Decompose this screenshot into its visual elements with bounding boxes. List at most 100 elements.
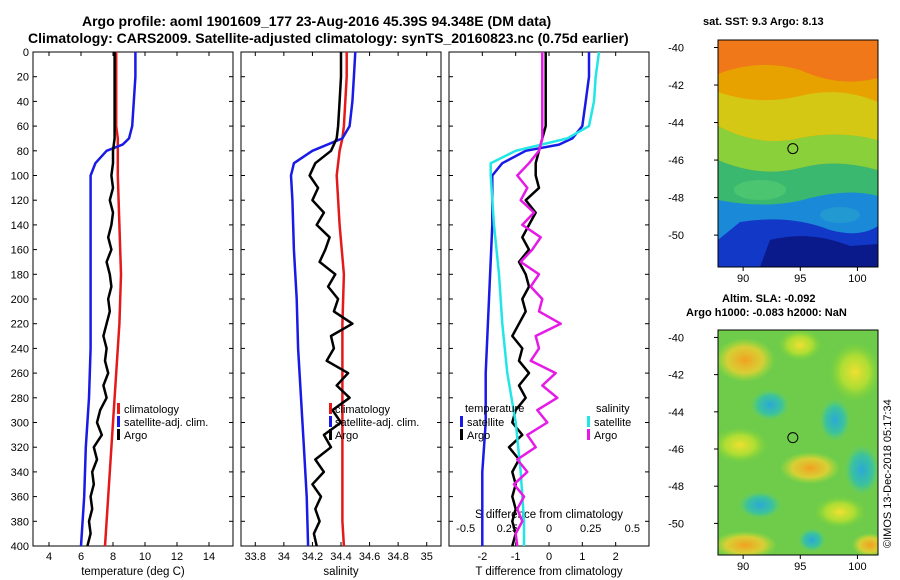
legend-title-temperature: temperature	[465, 403, 524, 415]
sst-map-frame	[717, 39, 879, 268]
sla-blob	[829, 342, 878, 402]
legend-swatch-sal-argo	[587, 429, 590, 440]
x-axis-label-top: S difference from climatology	[475, 509, 623, 521]
legend-swatch-sal-satellite	[587, 416, 590, 427]
sla-map-subtitle: Argo h1000: -0.083 h2000: NaN	[686, 307, 847, 319]
x-tick-label: 34.8	[387, 551, 408, 563]
legend-label-sal-argo: Argo	[594, 430, 617, 442]
legend-label-temp-satellite: satellite	[467, 417, 504, 429]
temperature-panel: 0 20 40 60 80 100 120 140 160 180 200 220 240 260 280 3…	[11, 47, 234, 578]
sst-map-panel: sat. SST: 9.3 Argo: 8.13 -40 -42 -44 -46 -48…	[668, 16, 879, 285]
y-tick-label: 140	[11, 220, 29, 232]
plot-frame	[240, 51, 442, 547]
y-tick-label: 300	[11, 418, 29, 430]
x-tick-label: 34.2	[302, 551, 323, 563]
legend-swatch-temp-argo	[460, 429, 463, 440]
y-tick-label: 260	[11, 368, 29, 380]
y-tick-label: 360	[11, 492, 29, 504]
map-x-tick-label: 90	[737, 561, 749, 573]
y-tick-label: 60	[17, 121, 29, 133]
difference-panel: -2 -1 0 1 2 T difference from climatology S di…	[448, 51, 650, 578]
series-line-argo	[86, 52, 116, 547]
y-tick-label: 20	[17, 72, 29, 84]
legend-label-climatology: climatology	[124, 404, 180, 416]
x-tick-label: 12	[171, 551, 183, 563]
legend-swatch-temp-satellite	[460, 416, 463, 427]
map-x-tick-label: 90	[737, 273, 749, 285]
legend-label-satellite: satellite-adj. clim.	[124, 417, 208, 429]
sst-patch	[734, 180, 786, 200]
sla-map-title: Altim. SLA: -0.092	[722, 293, 816, 305]
sla-blob	[819, 398, 851, 442]
map-y-tick-label: -46	[668, 155, 684, 167]
imos-timestamp: ©IMOS 13-Dec-2018 05:17:34	[882, 399, 894, 548]
legend-title-salinity: salinity	[596, 403, 630, 415]
y-tick-label: 120	[11, 195, 29, 207]
figure-title-line2: Climatology: CARS2009. Satellite-adjuste…	[28, 30, 629, 46]
x-tick-label: 33.8	[245, 551, 266, 563]
sst-zone-yellow	[718, 92, 878, 142]
map-y-tick-label: -48	[668, 193, 684, 205]
y-tick-label: 380	[11, 516, 29, 528]
plot-frame	[448, 51, 650, 547]
legend-swatch-climatology	[329, 403, 332, 414]
legend-label-argo: Argo	[335, 430, 358, 442]
sst-map-field	[718, 40, 878, 267]
map-y-tick-label: -44	[668, 118, 684, 130]
sla-blob	[750, 389, 790, 421]
sla-blob	[778, 330, 822, 361]
y-tick-label: 160	[11, 245, 29, 257]
series-line-climatology	[335, 52, 348, 547]
y-tick-label: 220	[11, 319, 29, 331]
y-tick-label: 100	[11, 171, 29, 183]
legend-label-satellite: satellite-adj. clim.	[335, 417, 419, 429]
map-y-tick-label: -42	[668, 80, 684, 92]
x-tick-label: 4	[46, 551, 52, 563]
figure-title-line1: Argo profile: aoml 1901609_177 23-Aug-20…	[82, 13, 551, 29]
x-tick-label: 34.6	[359, 551, 380, 563]
x-tick-label: 1	[579, 551, 585, 563]
x-tick-label: 10	[139, 551, 151, 563]
sla-blob	[780, 452, 840, 484]
y-tick-label: 320	[11, 442, 29, 454]
x-tick-label: 0	[546, 551, 552, 563]
x-tick-label: 8	[110, 551, 116, 563]
y-tick-label: 0	[23, 47, 29, 59]
x-tick-label-top: 0.25	[580, 523, 601, 535]
x-tick-label: 34	[278, 551, 290, 563]
x-axis-label: temperature (deg C)	[81, 566, 185, 578]
plot-frame	[32, 51, 234, 547]
map-y-tick-label: -40	[668, 332, 684, 344]
series-line-salinity-argo	[512, 52, 562, 547]
map-x-tick-label: 95	[794, 561, 806, 573]
sla-blob	[718, 338, 775, 382]
legend-swatch-argo	[117, 429, 120, 440]
sst-map-axes: -40 -42 -44 -46 -48 -50 90 95 100	[668, 43, 867, 285]
map-x-tick-label: 100	[848, 561, 866, 573]
salinity-panel: 33.8 34 34.2 34.4 34.6 34.8 35 salinity	[240, 51, 442, 578]
x-axis-label: salinity	[323, 566, 358, 578]
x-tick-label-top: 0	[546, 523, 552, 535]
temperature-legend: climatology satellite-adj. clim. Argo	[117, 403, 208, 442]
sla-blob	[718, 531, 777, 555]
x-tick-label: 34.4	[330, 551, 351, 563]
map-y-tick-label: -46	[668, 444, 684, 456]
legend-label-argo: Argo	[124, 430, 147, 442]
x-tick-label: 14	[203, 551, 215, 563]
x-tick-label: -2	[477, 551, 487, 563]
y-tick-label: 40	[17, 96, 29, 108]
legend-label-sal-satellite: satellite	[594, 417, 631, 429]
sla-map-frame	[717, 329, 879, 556]
sla-blob	[738, 491, 782, 519]
legend-label-temp-argo: Argo	[467, 430, 490, 442]
map-x-tick-label: 95	[794, 273, 806, 285]
sla-map-field	[718, 330, 878, 555]
map-x-tick-label: 100	[848, 273, 866, 285]
sla-blob	[844, 444, 878, 496]
sla-map-axes: -40 -42 -44 -46 -48 -50 90 95 100	[668, 332, 867, 573]
series-line-satellite-adj-clim-	[79, 52, 137, 547]
map-y-tick-label: -42	[668, 370, 684, 382]
y-tick-label: 340	[11, 467, 29, 479]
x-tick-label: 6	[78, 551, 84, 563]
